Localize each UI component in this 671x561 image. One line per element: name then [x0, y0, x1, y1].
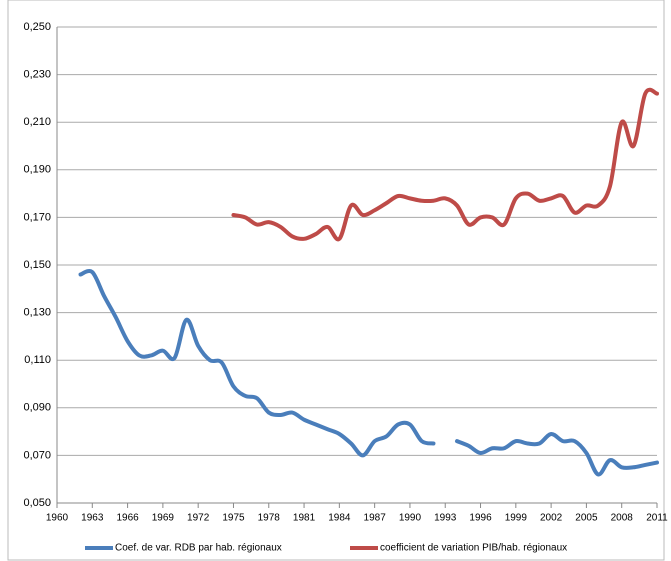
- y-tick-label: 0,090: [23, 402, 51, 414]
- x-tick-label: 1960: [46, 513, 69, 524]
- x-tick-label: 1987: [364, 513, 387, 524]
- series-line: [78, 268, 659, 477]
- x-tick-label: 1975: [222, 513, 245, 524]
- x-tick-label: 1981: [293, 513, 316, 524]
- y-tick-label: 0,050: [23, 497, 51, 509]
- x-tick-label: 1972: [187, 513, 210, 524]
- series-line: [231, 87, 659, 242]
- y-tick-label: 0,110: [24, 354, 51, 366]
- x-tick-label: 1984: [328, 513, 351, 524]
- y-tick-label: 0,130: [23, 307, 51, 319]
- y-tick-label: 0,170: [23, 211, 51, 223]
- x-tick-label: 1999: [505, 513, 528, 524]
- x-tick-label: 1990: [399, 513, 422, 524]
- chart-frame: [7, 0, 665, 561]
- x-tick-label: 1996: [469, 513, 492, 524]
- y-tick-label: 0,190: [23, 164, 51, 176]
- legend-label: coefficient de variation PIB/hab. région…: [380, 543, 567, 554]
- x-tick-label: 1963: [81, 513, 104, 524]
- x-tick-label: 1978: [258, 513, 281, 524]
- x-tick-label: 1969: [152, 513, 175, 524]
- x-tick-label: 2008: [611, 513, 634, 524]
- x-tick-label: 2011: [646, 513, 668, 524]
- y-tick-label: 0,230: [23, 69, 51, 81]
- x-tick-label: 2005: [575, 513, 598, 524]
- y-tick-label: 0,150: [23, 259, 51, 271]
- x-tick-label: 1993: [434, 513, 457, 524]
- y-tick-label: 0,250: [23, 21, 51, 33]
- y-tick-label: 0,210: [23, 116, 51, 128]
- legend-label: Coef. de var. RDB par hab. régionaux: [115, 543, 282, 554]
- x-tick-label: 1966: [116, 513, 139, 524]
- y-tick-label: 0,070: [23, 449, 51, 461]
- x-tick-label: 2002: [540, 513, 563, 524]
